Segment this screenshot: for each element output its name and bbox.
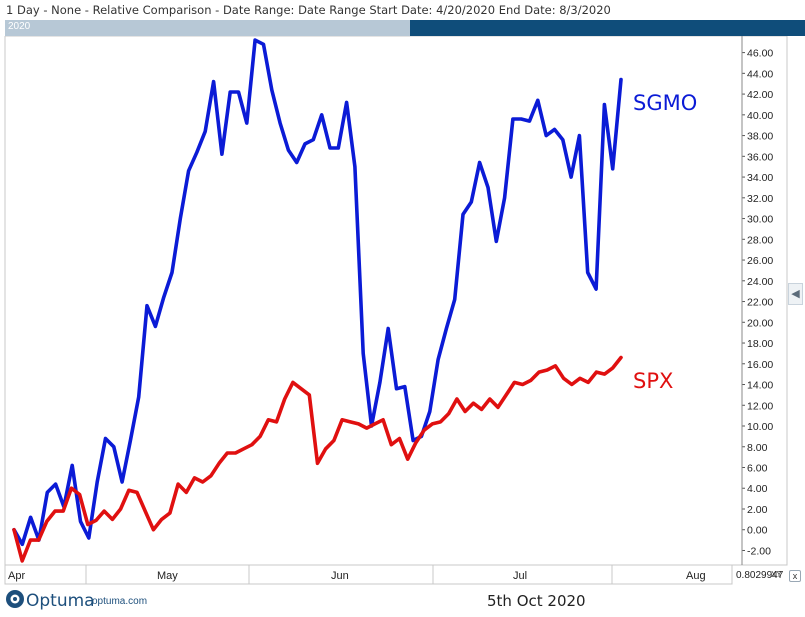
y-tick-label: 34.00 — [747, 172, 773, 184]
chart-header-text: 1 Day - None - Relative Comparison - Dat… — [6, 3, 611, 17]
y-tick-label: 12.00 — [747, 400, 773, 412]
y-tick-label: 4.00 — [747, 483, 768, 495]
cursor-value-readout: 0.8029947 — [736, 570, 784, 581]
y-tick-label: 6.00 — [747, 462, 768, 474]
x-tick-label: Jul — [513, 570, 527, 582]
chart-area[interactable]: 46.00 44.00 42.00 40.00 38.00 36.00 34.00 32.00… — [0, 36, 805, 585]
overview-outside-range[interactable] — [410, 20, 805, 36]
overview-scrollbar[interactable]: 2020 — [5, 20, 805, 36]
y-tick-label: 44.00 — [747, 68, 773, 80]
close-icon[interactable]: x — [789, 570, 801, 582]
y-tick-label: 2.00 — [747, 504, 768, 516]
optuma-logo-icon — [6, 590, 24, 608]
x-axis-band — [4, 564, 733, 585]
series-label-spx: SPX — [633, 369, 673, 393]
series-label-sgmo: SGMO — [633, 91, 697, 115]
y-tick-label: 36.00 — [747, 151, 773, 163]
y-tick-label: 38.00 — [747, 131, 773, 143]
xy-toggle[interactable]: XY — [771, 570, 782, 579]
y-tick-label: 42.00 — [747, 89, 773, 101]
y-tick-label: 0.00 — [747, 525, 768, 537]
footer-date: 5th Oct 2020 — [487, 592, 586, 610]
plot-frame — [4, 36, 788, 566]
chevron-left-icon[interactable]: ◀ — [788, 283, 803, 305]
y-tick-label: 10.00 — [747, 421, 773, 433]
y-tick-label: 8.00 — [747, 442, 768, 454]
y-tick-label: -2.00 — [747, 545, 771, 557]
x-tick-label: May — [157, 570, 178, 582]
brand-name: Optuma — [26, 591, 95, 611]
y-tick-label: 22.00 — [747, 297, 773, 309]
y-tick-label: 18.00 — [747, 338, 773, 350]
series-line-spx — [12, 355, 623, 563]
x-tick-label: Aug — [686, 570, 706, 582]
y-tick-label: 24.00 — [747, 276, 773, 288]
chart-header: 1 Day - None - Relative Comparison - Dat… — [0, 0, 805, 20]
y-tick-label: 32.00 — [747, 193, 773, 205]
y-tick-label: 40.00 — [747, 110, 773, 122]
y-tick-label: 14.00 — [747, 380, 773, 392]
overview-year-label: 2020 — [8, 21, 31, 32]
y-tick-label: 26.00 — [747, 255, 773, 267]
y-tick-label: 16.00 — [747, 359, 773, 371]
close-label: x — [792, 571, 798, 581]
y-tick-label: 30.00 — [747, 214, 773, 226]
y-tick-label: 28.00 — [747, 234, 773, 246]
overview-range-window[interactable]: 2020 — [5, 20, 410, 36]
y-tick-label: 20.00 — [747, 317, 773, 329]
brand-url[interactable]: optuma.com — [92, 596, 148, 607]
footer: Optuma optuma.com 5th Oct 2020 — [0, 585, 805, 617]
x-tick-label: Jun — [331, 570, 349, 582]
y-tick-label: 46.00 — [747, 48, 773, 60]
series-line-sgmo — [12, 38, 623, 547]
x-tick-label: Apr — [8, 570, 25, 582]
